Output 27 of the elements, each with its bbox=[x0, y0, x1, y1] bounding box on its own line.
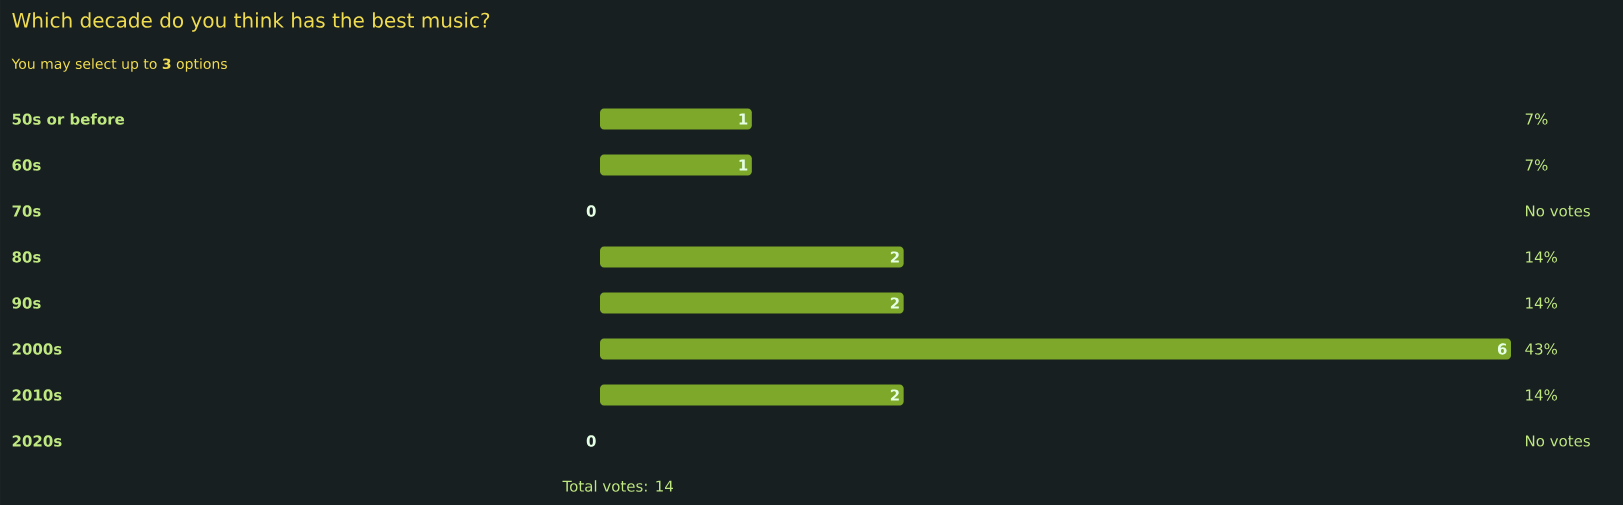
data-label: 2 bbox=[890, 297, 899, 309]
text: You may select up to 3 options bbox=[11, 58, 227, 72]
y-tick-label: 2000s bbox=[12, 343, 62, 355]
text: 43% bbox=[1525, 343, 1558, 355]
text: Total votes: 14 bbox=[562, 480, 673, 492]
data-label: 1 bbox=[739, 113, 748, 125]
data-label: 0 bbox=[586, 435, 596, 447]
text: 14% bbox=[1526, 297, 1558, 309]
y-tick-label: 60s bbox=[12, 159, 41, 171]
text: 14% bbox=[1526, 251, 1558, 263]
text: 14% bbox=[1526, 389, 1558, 401]
y-tick-label: 70s bbox=[12, 205, 41, 217]
y-tick-label: 2020s bbox=[12, 435, 62, 447]
text: 7% bbox=[1525, 113, 1548, 125]
y-tick-label: 90s bbox=[12, 297, 41, 309]
y-tick-label: 50s or before bbox=[12, 113, 125, 125]
y-tick-label: 2010s bbox=[12, 389, 62, 401]
data-label: 0 bbox=[586, 205, 596, 217]
data-label: 2 bbox=[890, 251, 899, 263]
text: Which decade do you think has the best music? bbox=[12, 12, 490, 32]
data-label: 1 bbox=[739, 159, 748, 171]
text: 7% bbox=[1525, 159, 1548, 171]
text: No votes bbox=[1525, 205, 1590, 217]
data-label: 2 bbox=[890, 389, 899, 401]
data-label: 6 bbox=[1497, 343, 1507, 355]
text: No votes bbox=[1525, 435, 1590, 447]
y-tick-label: 80s bbox=[12, 251, 41, 263]
